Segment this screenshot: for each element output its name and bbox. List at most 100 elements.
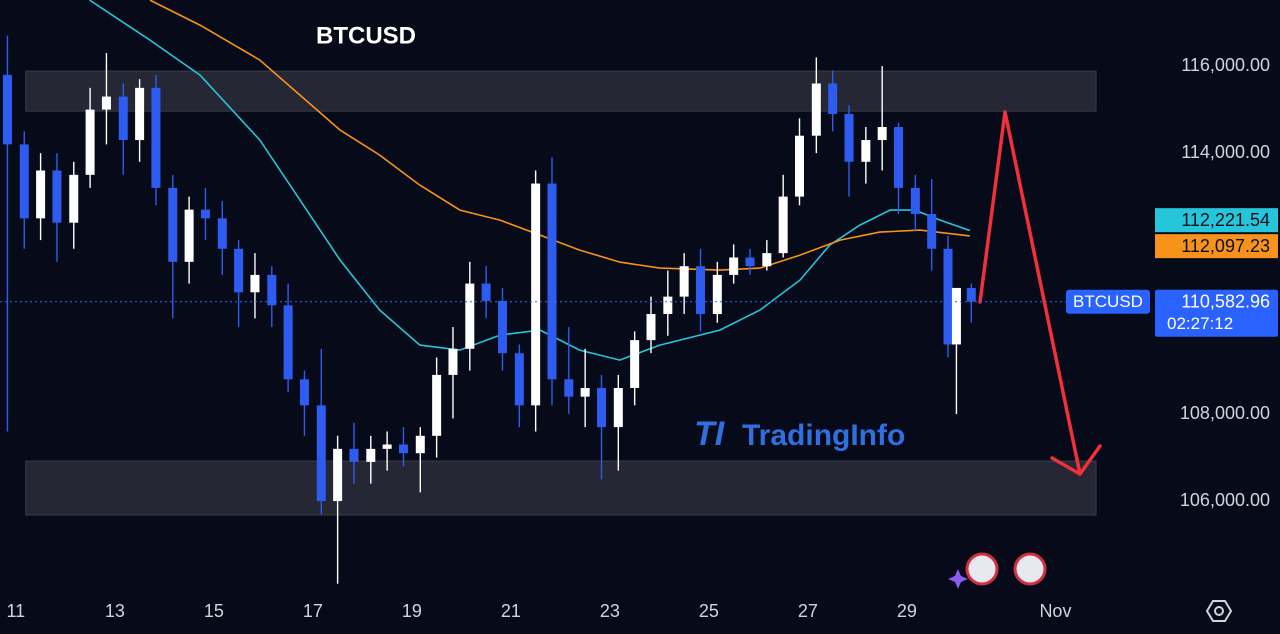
candle-body [613, 387, 623, 428]
candle-body [333, 448, 343, 502]
x-tick-label: Nov [1039, 601, 1071, 621]
settings-icon[interactable] [1205, 600, 1233, 622]
ma-badge-label: 112,221.54 [1181, 210, 1270, 230]
event-icons [948, 552, 1047, 589]
candle-body [283, 305, 293, 380]
candle-body [217, 218, 227, 249]
candle-body [966, 287, 976, 302]
candle-body [101, 96, 111, 110]
candle-body [151, 87, 161, 188]
event-icon[interactable] [965, 552, 999, 586]
candle-body [712, 274, 722, 315]
candle-body [250, 274, 260, 293]
candle-body [465, 283, 475, 349]
candle-body [497, 300, 507, 354]
candle-body [910, 187, 920, 214]
last-price-label: 110,582.96 [1181, 291, 1270, 311]
zones [25, 70, 1097, 516]
candle-body [795, 135, 805, 197]
candle-body [415, 435, 425, 454]
event-icon[interactable] [1013, 552, 1047, 586]
candle-body [184, 209, 194, 262]
candle-body [663, 296, 673, 315]
candle-body [828, 83, 838, 114]
candle-body [135, 87, 145, 141]
candle-body [630, 340, 640, 388]
plot [2, 0, 976, 584]
symbol-tag [1066, 289, 1150, 314]
candle-body [531, 183, 541, 406]
candle-body [564, 379, 574, 397]
candle-body [481, 283, 491, 301]
watermark-logo: TI [694, 415, 726, 453]
candle-body [861, 140, 871, 162]
candle-body [316, 405, 326, 502]
forecast-arrow [978, 110, 1102, 476]
candle-body [299, 379, 309, 406]
countdown: 02:27:12 [1167, 314, 1233, 333]
candle-body [894, 127, 904, 188]
candle-body [729, 257, 739, 275]
candle-body [118, 96, 128, 141]
x-tick-label: 21 [501, 601, 521, 621]
candle-body [448, 348, 458, 375]
y-tick-label: 116,000.00 [1181, 55, 1270, 75]
candle-body [349, 448, 359, 462]
zone [25, 460, 1097, 516]
candle-body [927, 213, 937, 249]
candle-body [366, 448, 376, 462]
watermark: TI TradingInfo [694, 415, 905, 453]
candle-body [432, 374, 442, 436]
candle-body [382, 444, 392, 449]
y-tick-label: 106,000.00 [1180, 490, 1270, 510]
x-tick-label: 19 [402, 601, 422, 621]
x-tick-label: 25 [699, 601, 719, 621]
candle-body [19, 144, 29, 219]
candle-body [234, 248, 244, 293]
candle-body [679, 266, 689, 297]
candle-body [943, 248, 953, 345]
zone [25, 70, 1097, 112]
candle-body [811, 83, 821, 136]
candle-body [547, 183, 557, 380]
y-tick-label: 114,000.00 [1181, 142, 1270, 162]
x-tick-label: 27 [798, 601, 818, 621]
x-tick-label: 13 [105, 601, 125, 621]
candle-body [596, 387, 606, 428]
settings-dot [1214, 606, 1224, 616]
sparkle-icon [948, 569, 968, 589]
candle-body [514, 353, 524, 406]
candle-body [745, 257, 755, 267]
candle-body [2, 74, 12, 145]
x-tick-label: 17 [303, 601, 323, 621]
moving-average [149, 0, 970, 271]
x-tick-label: 23 [600, 601, 620, 621]
candle-body [877, 127, 887, 141]
candle-body [200, 209, 210, 219]
ma-badge [1155, 234, 1278, 259]
y-tick-label: 108,000.00 [1180, 403, 1270, 423]
x-tick-label: 15 [204, 601, 224, 621]
x-tick-label: 29 [897, 601, 917, 621]
last-price-badge [1155, 289, 1278, 337]
candle-body [580, 387, 590, 397]
candle-body [695, 266, 705, 315]
x-tick-label: 11 [6, 601, 25, 621]
candle-body [267, 274, 277, 306]
candle-body [398, 444, 408, 454]
ma-badge-label: 112,097.23 [1181, 236, 1270, 256]
candle-body [85, 109, 95, 175]
candle-body [951, 287, 961, 345]
watermark-text: TradingInfo [742, 419, 905, 452]
chart-title: BTCUSD [316, 22, 416, 49]
candle-body [778, 196, 788, 254]
candle-body [52, 170, 62, 223]
candle-body [762, 253, 772, 267]
candle-body [36, 170, 46, 219]
ma-badge [1155, 208, 1278, 233]
candle-body [646, 314, 656, 341]
moving-average [89, 0, 971, 361]
settings-hex [1205, 600, 1233, 622]
